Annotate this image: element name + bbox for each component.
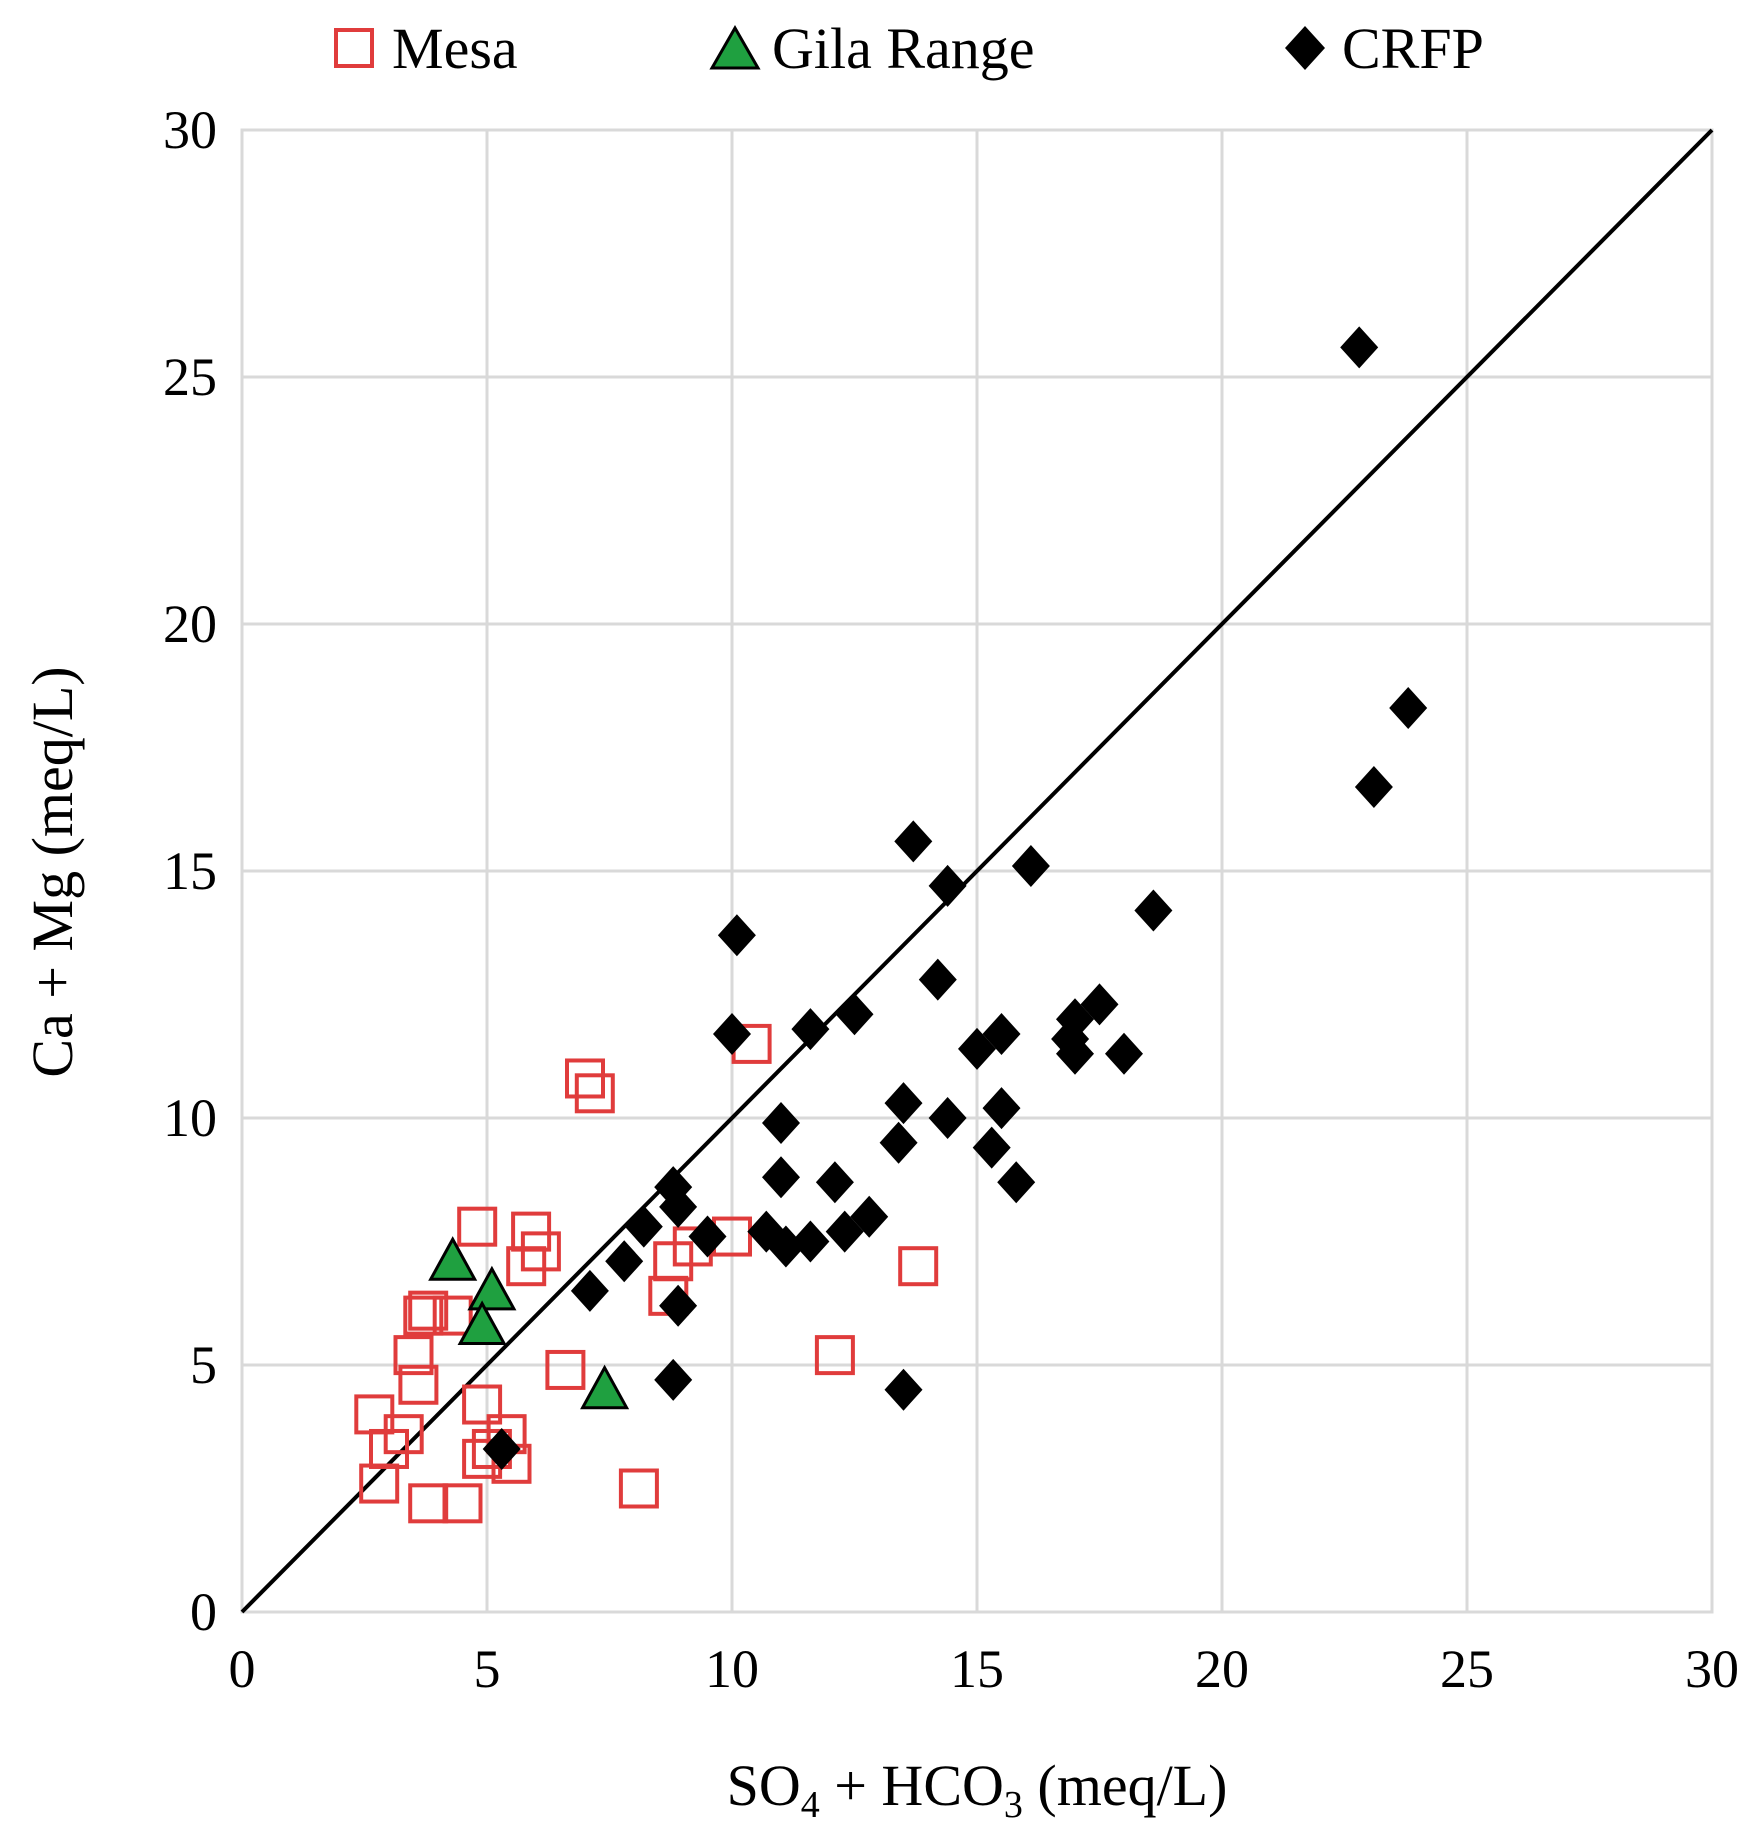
- crfp-point: [879, 1121, 918, 1164]
- mesa-point: [520, 1231, 561, 1272]
- crfp-point: [997, 1161, 1036, 1204]
- legend-crfp-label: CRFP: [1342, 16, 1484, 81]
- mesa-point: [565, 1058, 605, 1099]
- crfp-point: [659, 1185, 698, 1228]
- mesa-point: [383, 1414, 424, 1455]
- mesa-point: [442, 1483, 483, 1524]
- mesa-point: [369, 1428, 409, 1469]
- crfp-point: [1105, 1032, 1143, 1075]
- crfp-point: [884, 1368, 923, 1411]
- legend-crfp-marker: [1285, 26, 1325, 70]
- legend-mesa-label: Mesa: [392, 16, 518, 81]
- x-axis-title-tail: (meq/L): [1023, 1753, 1228, 1818]
- crfp-point: [624, 1205, 663, 1248]
- crfp-point: [1011, 845, 1050, 888]
- crfp-point: [1389, 686, 1428, 729]
- x-tick-label: 30: [1685, 1639, 1739, 1699]
- y-tick-label: 15: [163, 841, 217, 901]
- y-tick-label: 20: [163, 594, 217, 654]
- y-axis-title: Ca + Mg (meq/L): [20, 666, 85, 1077]
- crfp-point: [884, 1082, 923, 1125]
- x-tick-label: 15: [950, 1639, 1004, 1699]
- crfp-point: [791, 1008, 830, 1051]
- legend-gila-range-label: Gila Range: [772, 16, 1035, 81]
- tick-labels: 0 5 10 15 20 25 30 0 5 10 15 20 25 30: [163, 100, 1739, 1699]
- mesa-point: [545, 1349, 586, 1390]
- crfp-point: [835, 993, 874, 1036]
- crfp-point: [1080, 983, 1119, 1026]
- crfp-point: [972, 1126, 1011, 1169]
- crfp-point: [982, 1087, 1021, 1130]
- mesa-point: [393, 1335, 434, 1376]
- mesa-point: [408, 1290, 449, 1331]
- crfp-point: [766, 1225, 805, 1268]
- mesa-point: [574, 1073, 615, 1114]
- x-axis-title-base: SO: [727, 1753, 801, 1818]
- y-tick-label: 25: [163, 347, 217, 407]
- crfp-point: [1056, 1032, 1094, 1075]
- crfp-point: [791, 1220, 830, 1263]
- x-axis-title: SO4 + HCO3 (meq/L): [727, 1753, 1228, 1826]
- x-tick-label: 0: [229, 1639, 256, 1699]
- one-to-one-reference-line: [240, 128, 1714, 1614]
- mesa-point: [618, 1468, 659, 1509]
- crfp-point: [1340, 326, 1379, 369]
- crfp-point: [1134, 889, 1173, 932]
- mesa-point: [432, 1295, 473, 1336]
- crfp-point: [688, 1215, 727, 1258]
- y-tick-label: 10: [163, 1088, 217, 1148]
- crfp-point: [928, 1097, 967, 1139]
- crfp-point: [654, 1358, 693, 1401]
- crfp-point: [713, 1013, 751, 1056]
- mesa-point: [898, 1246, 939, 1287]
- crfp-point: [850, 1195, 889, 1238]
- x-axis-title-sub-4: 4: [801, 1784, 820, 1826]
- crfp-point: [659, 1284, 698, 1327]
- x-axis-title-mid: + HCO: [820, 1753, 1004, 1818]
- crfp-point: [762, 1101, 800, 1144]
- crfp-point: [570, 1269, 609, 1312]
- crfp-point: [894, 820, 933, 863]
- gila-range-point: [467, 1265, 517, 1311]
- x-tick-label: 25: [1440, 1639, 1494, 1699]
- x-tick-label: 10: [705, 1639, 759, 1699]
- legend-mesa-marker: [334, 28, 374, 68]
- crfp-point: [1354, 766, 1393, 809]
- legend-gila-range-marker: [709, 24, 761, 70]
- crfp-point: [762, 1156, 800, 1199]
- mesa-point: [403, 1295, 444, 1336]
- plot-area-border: [240, 128, 1714, 1614]
- mesa-point: [398, 1364, 439, 1405]
- data-points: [354, 326, 1428, 1524]
- crfp-point: [928, 864, 967, 907]
- mesa-point: [462, 1384, 503, 1425]
- y-tick-label: 0: [190, 1582, 217, 1642]
- crfp-point: [605, 1240, 644, 1283]
- y-tick-label: 5: [190, 1335, 217, 1395]
- x-tick-label: 5: [474, 1639, 501, 1699]
- x-axis-title-sub-3: 3: [1004, 1784, 1023, 1826]
- crfp-point: [482, 1427, 521, 1470]
- gila-range-point: [428, 1236, 478, 1281]
- crfp-point: [918, 958, 957, 1001]
- x-tick-label: 20: [1195, 1639, 1249, 1699]
- y-tick-label: 30: [163, 100, 217, 160]
- gila-range-point: [457, 1300, 507, 1345]
- mesa-point: [814, 1335, 855, 1376]
- gila-range-point: [580, 1364, 630, 1410]
- crfp-point: [717, 914, 756, 957]
- crfp-point: [815, 1161, 854, 1204]
- mesa-point: [457, 1206, 498, 1247]
- crfp-point: [982, 1013, 1021, 1056]
- legend: Mesa Gila Range CRFP: [334, 16, 1484, 81]
